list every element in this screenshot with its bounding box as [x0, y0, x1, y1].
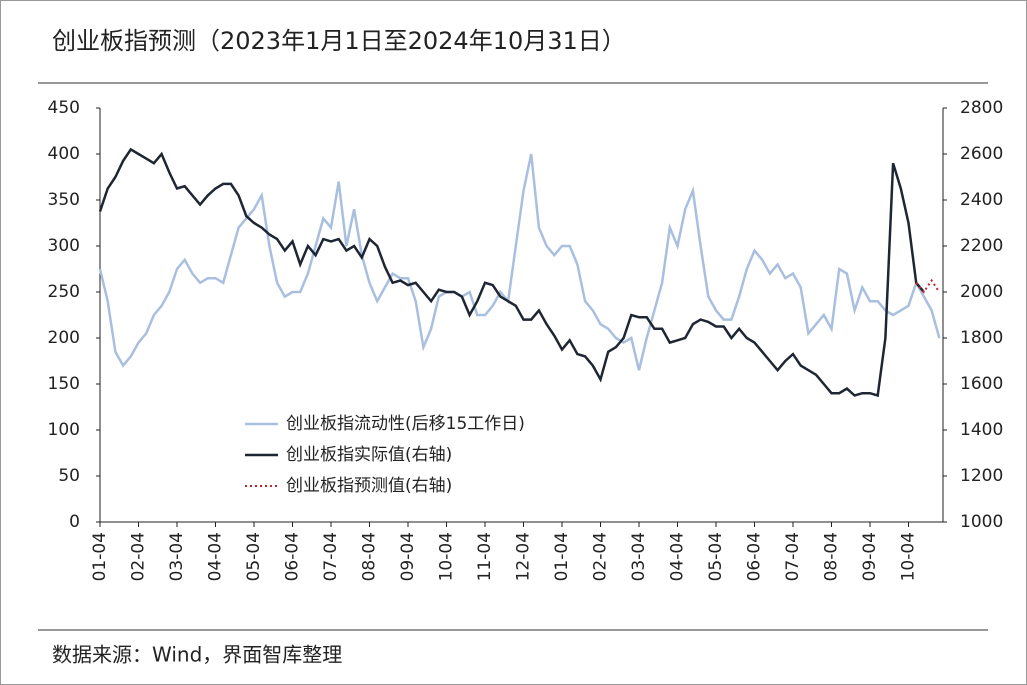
x-tick-label: 06-04 — [745, 532, 765, 581]
y2-tick-label: 1800 — [960, 328, 1003, 348]
x-tick-label: 10-04 — [899, 532, 919, 581]
x-tick-label: 02-04 — [591, 532, 611, 581]
chart-title: 创业板指预测（2023年1月1日至2024年10月31日） — [52, 27, 626, 55]
y2-tick-label: 1400 — [960, 420, 1003, 440]
x-tick-label: 01-04 — [90, 532, 110, 581]
x-tick-label: 03-04 — [629, 532, 649, 581]
x-tick-label: 04-04 — [206, 532, 226, 581]
x-tick-label: 07-04 — [321, 532, 341, 581]
y2-tick-label: 1600 — [960, 374, 1003, 394]
x-tick-label: 09-04 — [398, 532, 418, 581]
series-line — [915, 278, 941, 294]
y-tick-label: 50 — [58, 466, 80, 486]
x-tick-label: 11-04 — [475, 532, 495, 581]
legend-label: 创业板指实际值(右轴) — [286, 445, 452, 465]
series-line — [98, 153, 941, 371]
x-tick-label: 10-04 — [437, 532, 457, 581]
x-tick-label: 03-04 — [167, 532, 187, 581]
y2-tick-label: 2400 — [960, 190, 1003, 210]
y-tick-label: 400 — [48, 144, 80, 164]
y-tick-label: 150 — [48, 374, 80, 394]
y2-tick-label: 2200 — [960, 236, 1003, 256]
x-tick-label: 06-04 — [283, 532, 303, 581]
y-tick-label: 250 — [48, 282, 80, 302]
y2-tick-label: 2800 — [960, 98, 1003, 118]
x-tick-label: 08-04 — [360, 532, 380, 581]
x-tick-label: 02-04 — [129, 532, 149, 581]
x-tick-label: 09-04 — [860, 532, 880, 581]
y2-tick-label: 1200 — [960, 466, 1003, 486]
x-tick-label: 01-04 — [552, 532, 572, 581]
y2-tick-label: 1000 — [960, 512, 1003, 532]
x-tick-label: 07-04 — [783, 532, 803, 581]
y2-tick-label: 2600 — [960, 144, 1003, 164]
series-line — [98, 147, 925, 398]
y-tick-label: 300 — [48, 236, 80, 256]
legend-label: 创业板指流动性(后移15工作日) — [286, 414, 525, 434]
x-tick-label: 12-04 — [514, 532, 534, 581]
y-tick-label: 200 — [48, 328, 80, 348]
y-tick-label: 0 — [69, 512, 80, 532]
y-tick-label: 100 — [48, 420, 80, 440]
x-tick-label: 04-04 — [668, 532, 688, 581]
x-tick-label: 05-04 — [244, 532, 264, 581]
source: 数据来源：Wind，界面智库整理 — [52, 643, 342, 667]
y2-tick-label: 2000 — [960, 282, 1003, 302]
x-tick-label: 08-04 — [822, 532, 842, 581]
x-tick-label: 05-04 — [706, 532, 726, 581]
y-tick-label: 350 — [48, 190, 80, 210]
legend-label: 创业板指预测值(右轴) — [286, 476, 452, 496]
y-tick-label: 450 — [48, 98, 80, 118]
